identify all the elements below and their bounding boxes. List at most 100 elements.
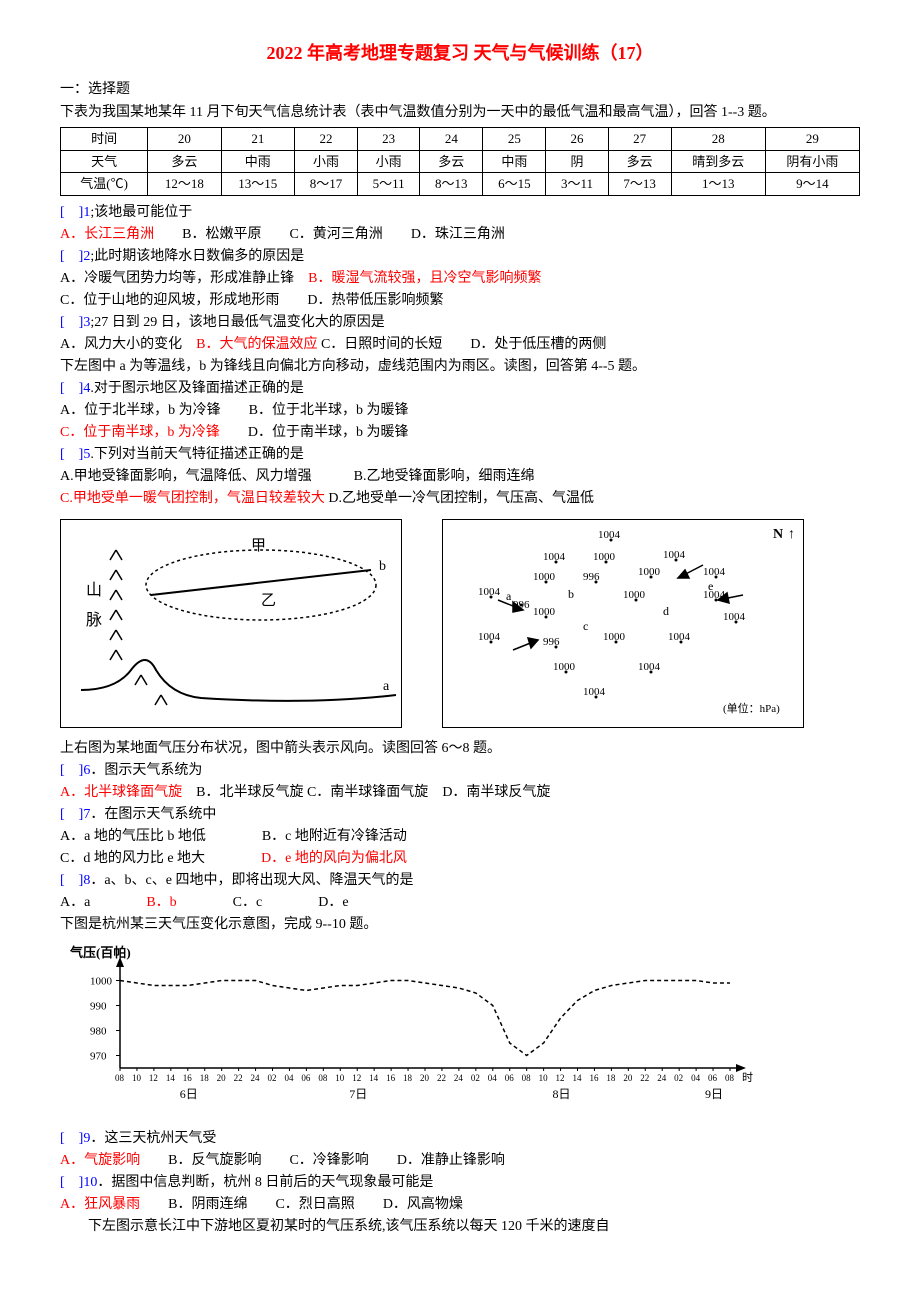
svg-text:1004: 1004 xyxy=(703,566,726,578)
svg-text:18: 18 xyxy=(606,1073,616,1083)
svg-text:02: 02 xyxy=(471,1073,480,1083)
svg-text:24: 24 xyxy=(657,1073,667,1083)
north-label: N xyxy=(773,527,783,542)
intro-text-1: 下表为我国某地某年 11 月下旬天气信息统计表（表中气温数值分别为一天中的最低气… xyxy=(60,102,860,123)
svg-text:1004: 1004 xyxy=(638,661,661,673)
svg-text:1000: 1000 xyxy=(533,571,556,583)
figure-row: 山 脉 甲 乙 b a N ↑ 1004 100410001004 100099… xyxy=(60,519,860,728)
svg-text:c: c xyxy=(583,619,588,633)
table-row: 天气 多云 中雨 小雨 小雨 多云 中雨 阴 多云 晴到多云 阴有小雨 xyxy=(61,150,860,173)
label-a: a xyxy=(383,679,390,694)
svg-text:14: 14 xyxy=(573,1073,583,1083)
svg-text:12: 12 xyxy=(149,1073,158,1083)
q1: [ ]1;该地最可能位于 xyxy=(60,202,860,223)
svg-text:08: 08 xyxy=(522,1073,532,1083)
svg-text:08: 08 xyxy=(115,1073,125,1083)
figure-left: 山 脉 甲 乙 b a xyxy=(60,519,402,728)
svg-text:14: 14 xyxy=(166,1073,176,1083)
svg-text:1004: 1004 xyxy=(583,686,606,698)
svg-text:20: 20 xyxy=(623,1073,633,1083)
svg-text:22: 22 xyxy=(234,1073,243,1083)
svg-text:06: 06 xyxy=(505,1073,515,1083)
svg-text:8日: 8日 xyxy=(553,1087,571,1101)
svg-text:b: b xyxy=(568,587,574,601)
svg-text:10: 10 xyxy=(335,1073,345,1083)
svg-text:980: 980 xyxy=(90,1025,107,1037)
svg-text:e: e xyxy=(708,579,713,593)
svg-text:7日: 7日 xyxy=(349,1087,367,1101)
intro-6: 上右图为某地面气压分布状况，图中箭头表示风向。读图回答 6～8 题。 xyxy=(60,738,860,759)
intro-11: 下左图示意长江中下游地区夏初某时的气压系统,该气压系统以每天 120 千米的速度… xyxy=(60,1216,860,1237)
svg-text:996: 996 xyxy=(583,571,600,583)
unit-label: (单位：hPa) xyxy=(723,701,780,715)
svg-text:1004: 1004 xyxy=(723,611,746,623)
svg-text:12: 12 xyxy=(556,1073,565,1083)
svg-text:24: 24 xyxy=(251,1073,260,1083)
svg-text:1000: 1000 xyxy=(623,589,646,601)
svg-text:18: 18 xyxy=(200,1073,210,1083)
svg-text:02: 02 xyxy=(268,1073,277,1083)
intro-4: 下左图中 a 为等温线，b 为锋线且向偏北方向移动，虚线范围内为雨区。读图，回答… xyxy=(60,356,860,377)
pressure-chart: 气压(百帕) 970 980 990 1000 08 10 12 14 16 18 20 22 24 0… xyxy=(60,943,860,1120)
svg-text:a: a xyxy=(506,589,512,603)
svg-text:24: 24 xyxy=(454,1073,464,1083)
svg-text:04: 04 xyxy=(691,1073,701,1083)
mountain-label-2: 脉 xyxy=(86,611,102,629)
q5: [ ]5.下列对当前天气特征描述正确的是 xyxy=(60,444,860,465)
svg-text:1004: 1004 xyxy=(598,529,621,541)
intro-9: 下图是杭州某三天气压变化示意图，完成 9--10 题。 xyxy=(60,914,860,935)
weather-table: 时间 20 21 22 23 24 25 26 27 28 29 天气 多云 中… xyxy=(60,127,860,196)
label-jia: 甲 xyxy=(251,538,266,554)
svg-text:1000: 1000 xyxy=(603,631,626,643)
q4: [ ]4.对于图示地区及锋面描述正确的是 xyxy=(60,378,860,399)
svg-text:9日: 9日 xyxy=(705,1087,723,1101)
x-unit: 时 xyxy=(742,1071,753,1084)
q7: [ ]7．在图示天气系统中 xyxy=(60,804,860,825)
svg-text:996: 996 xyxy=(543,636,560,648)
q2: [ ]2;此时期该地降水日数偏多的原因是 xyxy=(60,246,860,267)
q3-options: A．风力大小的变化 B．大气的保温效应 C．日照时间的长短 D．处于低压槽的两侧 xyxy=(60,334,860,355)
label-b: b xyxy=(379,559,386,574)
svg-text:06: 06 xyxy=(708,1073,718,1083)
svg-text:1004: 1004 xyxy=(478,586,501,598)
svg-text:970: 970 xyxy=(90,1050,107,1062)
svg-text:10: 10 xyxy=(539,1073,549,1083)
svg-text:20: 20 xyxy=(420,1073,430,1083)
q8: [ ]8．a、b、c、e 四地中，即将出现大风、降温天气的是 xyxy=(60,870,860,891)
svg-text:1000: 1000 xyxy=(553,661,576,673)
svg-text:d: d xyxy=(663,604,669,618)
svg-text:1004: 1004 xyxy=(663,549,686,561)
q2-options: A．冷暖气团势力均等，形成准静止锋 B．暖湿气流较强，且冷空气影响频繁 xyxy=(60,268,860,289)
svg-text:04: 04 xyxy=(284,1073,294,1083)
svg-text:06: 06 xyxy=(301,1073,311,1083)
svg-text:1000: 1000 xyxy=(638,566,661,578)
svg-text:04: 04 xyxy=(488,1073,498,1083)
svg-text:22: 22 xyxy=(437,1073,446,1083)
svg-text:16: 16 xyxy=(386,1073,396,1083)
north-arrow-icon: ↑ xyxy=(788,527,795,542)
section-heading: 一：选择题 xyxy=(60,79,860,100)
svg-text:1004: 1004 xyxy=(543,551,566,563)
svg-text:20: 20 xyxy=(217,1073,227,1083)
q3: [ ]3;27 日到 29 日，该地日最低气温变化大的原因是 xyxy=(60,312,860,333)
svg-text:1004: 1004 xyxy=(668,631,691,643)
y-axis-label: 气压(百帕) xyxy=(70,945,131,960)
label-yi: 乙 xyxy=(261,593,276,609)
svg-text:12: 12 xyxy=(352,1073,361,1083)
svg-text:1004: 1004 xyxy=(478,631,501,643)
bracket: [ ]1 xyxy=(60,205,90,220)
q1-options: A．长江三角洲 B．松嫩平原 C．黄河三角洲 D．珠江三角洲 xyxy=(60,224,860,245)
svg-text:1000: 1000 xyxy=(593,551,616,563)
svg-text:08: 08 xyxy=(725,1073,735,1083)
svg-text:18: 18 xyxy=(403,1073,413,1083)
svg-text:990: 990 xyxy=(90,1000,107,1012)
mountain-label-1: 山 xyxy=(86,581,102,599)
svg-text:16: 16 xyxy=(183,1073,193,1083)
svg-text:14: 14 xyxy=(369,1073,379,1083)
table-row: 时间 20 21 22 23 24 25 26 27 28 29 xyxy=(61,128,860,151)
page-title: 2022 年高考地理专题复习 天气与气候训练（17） xyxy=(60,40,860,67)
svg-text:1000: 1000 xyxy=(90,975,113,987)
svg-text:1000: 1000 xyxy=(533,606,556,618)
table-row: 气温(℃) 12～18 13～15 8～17 5～11 8～13 6～15 3～… xyxy=(61,173,860,196)
svg-text:6日: 6日 xyxy=(180,1087,198,1101)
